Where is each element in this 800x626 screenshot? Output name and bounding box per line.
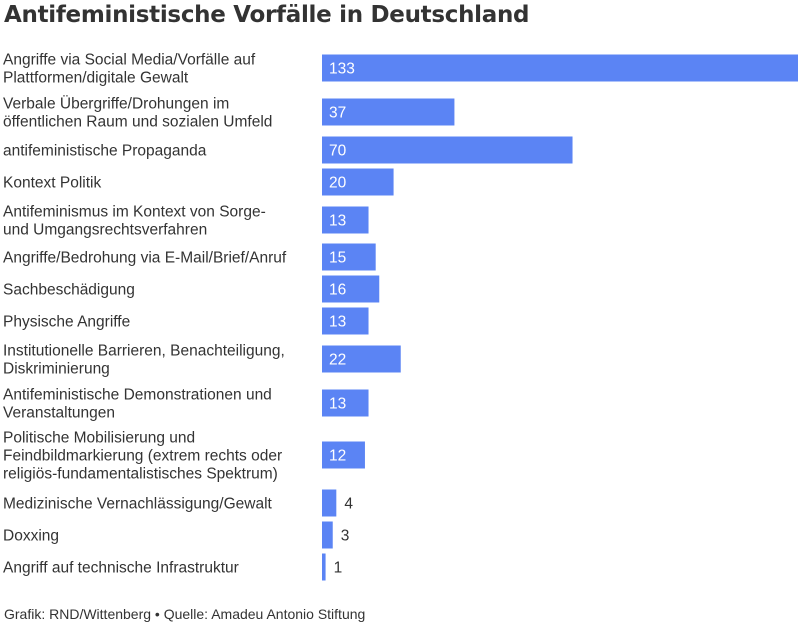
bar: [322, 307, 369, 335]
value-label: 1: [334, 560, 343, 577]
category-label: Verbale Übergriffe/Drohungen im öffentlic…: [3, 95, 272, 131]
value-label: 20: [329, 175, 347, 192]
bar: [322, 345, 401, 373]
bar: [322, 553, 326, 581]
value-label: 22: [329, 352, 346, 369]
bar: [322, 389, 369, 417]
category-label: Politische Mobilisierung und Feindbildmar…: [3, 430, 282, 483]
bar: [322, 275, 380, 303]
value-label: 13: [329, 396, 346, 413]
category-label: Physische Angriffe: [3, 314, 130, 331]
value-label: 13: [329, 314, 346, 331]
value-label: 133: [329, 61, 355, 78]
bar: [322, 521, 333, 549]
value-label: 13: [329, 213, 346, 230]
source-footer: Grafik: RND/Wittenberg • Quelle: Amadeu …: [4, 606, 366, 622]
value-label: 70: [329, 143, 347, 160]
value-label: 4: [344, 496, 353, 513]
bar: [322, 98, 455, 126]
bar: [322, 168, 394, 196]
category-label: antifeministische Propaganda: [3, 143, 207, 160]
value-label: 12: [329, 448, 346, 465]
bar: [322, 206, 369, 234]
bar: [322, 54, 798, 82]
value-label: 16: [329, 282, 346, 299]
value-label: 3: [341, 528, 350, 545]
bar: [322, 136, 573, 164]
category-label: Angriffe/Bedrohung via E-Mail/Brief/Anru…: [3, 250, 287, 267]
category-label: Angriff auf technische Infrastruktur: [3, 560, 239, 577]
category-label: Sachbeschädigung: [3, 282, 135, 299]
category-label: Kontext Politik: [3, 175, 101, 192]
bar: [322, 489, 337, 517]
chart-title: Antifeministische Vorfälle in Deutschlan…: [4, 2, 530, 28]
category-label: Medizinische Vernachlässigung/Gewalt: [3, 496, 273, 513]
category-label: Antifeministische Demonstrationen und Ver…: [3, 387, 272, 422]
category-label: Angriffe via Social Media/Vorfälle auf Pl…: [3, 52, 256, 87]
category-label: Antifeminismus im Kontext von Sorge-und …: [3, 204, 266, 239]
value-label: 15: [329, 250, 346, 267]
category-label: Institutionelle Barrieren, Benachteiligu…: [3, 343, 285, 378]
bar: [322, 441, 365, 469]
value-label: 37: [329, 105, 346, 122]
category-label: Doxxing: [3, 528, 59, 545]
bar: [322, 243, 376, 271]
